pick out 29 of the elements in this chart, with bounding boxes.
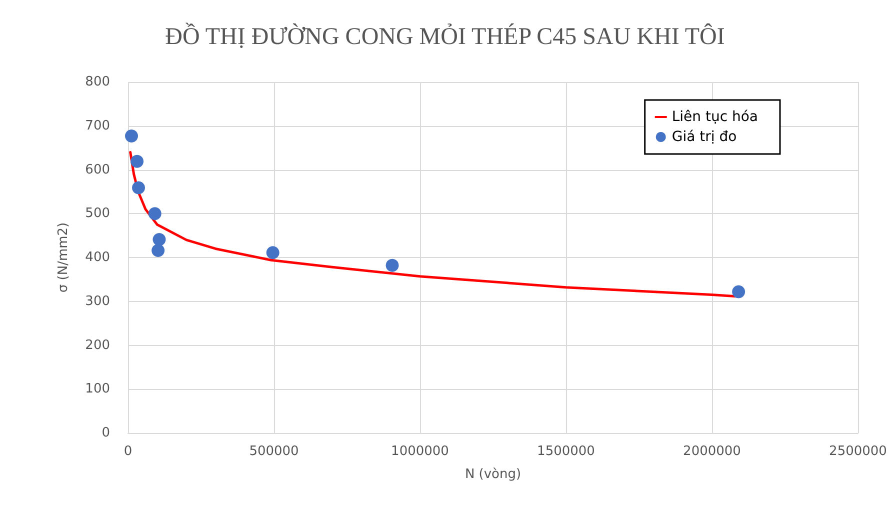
y-tick-label: 0 [102, 426, 110, 440]
legend-label: Liên tục hóa [672, 109, 758, 125]
point [266, 246, 280, 260]
y-tick-label: 400 [85, 250, 110, 265]
y-tick-label: 100 [85, 382, 110, 397]
y-axis-title: σ (N/mm2) [56, 222, 71, 293]
legend-label: Giá trị đo [672, 129, 737, 145]
point [732, 285, 746, 298]
x-tick-label: 2500000 [829, 444, 887, 459]
y-tick-label: 300 [85, 294, 110, 309]
point [130, 154, 144, 168]
y-tick-label: 500 [85, 206, 110, 222]
x-tick-label: 2000000 [683, 444, 741, 459]
point [132, 181, 146, 194]
x-tick-label: 0 [124, 444, 132, 459]
y-tick-label: 600 [85, 162, 110, 178]
point [152, 244, 165, 257]
x-axis-title: N (vòng) [464, 467, 522, 482]
point [152, 233, 166, 246]
x-tick-label: 1000000 [391, 444, 449, 459]
point [386, 258, 399, 272]
x-tick-label: 500000 [249, 444, 299, 459]
y-tick-label: 700 [85, 118, 110, 134]
y-tick-label: 800 [85, 74, 110, 90]
chart-title: ĐỒ THỊ ĐƯỜNG CONG MỎI THÉP C45 SAU KHI TÔI [165, 22, 725, 50]
x-tick-label: 1500000 [537, 444, 595, 459]
point [125, 129, 138, 142]
y-tick-label: 200 [85, 338, 110, 353]
point [148, 207, 162, 220]
